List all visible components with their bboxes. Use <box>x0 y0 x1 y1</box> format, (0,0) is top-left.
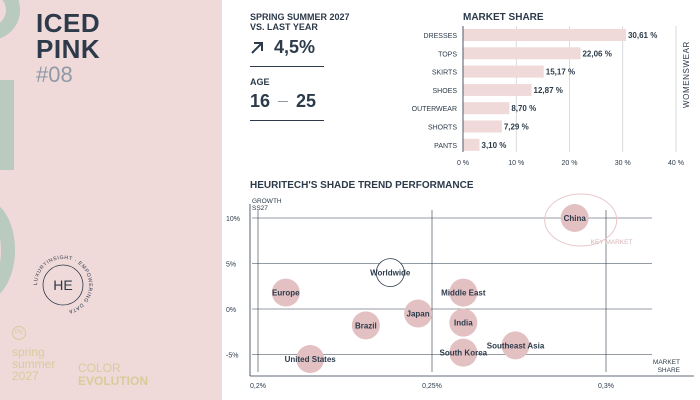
x-tick-label: 0,25% <box>422 383 442 390</box>
growth-row: 4,5% <box>250 37 330 58</box>
age-range: 16 25 <box>250 91 330 112</box>
bar-category-label: DRESSES <box>424 33 458 40</box>
evolution-label: EVOLUTION <box>78 374 149 388</box>
bubble <box>271 278 300 307</box>
market-share-title: MARKET SHARE <box>463 12 544 23</box>
x-tick-label: 20 % <box>562 160 578 167</box>
age-label: AGE <box>250 77 270 87</box>
brand-logo: LUXURYINSIGHT · EMPOWERING DATA HE <box>33 255 92 314</box>
y-tick-label: 5% <box>226 262 236 269</box>
bar <box>463 138 480 151</box>
bar <box>463 47 581 60</box>
x-tick-label: 0,2% <box>250 383 266 390</box>
x-axis-label: MARKET <box>653 359 680 366</box>
bar-category-label: SHORTS <box>428 125 457 132</box>
scatter-title: HEURITECH'S SHADE TREND PERFORMANCE <box>250 180 474 191</box>
title-line-2: PINK <box>36 34 101 64</box>
shade-trend-chart: 10%5%0%-5%0,2% 0,25% 0,3%GROWTHSS27MARKETS… <box>226 193 694 390</box>
key-market-ring <box>544 193 618 247</box>
pv-badge: PV <box>12 326 26 340</box>
bubble <box>375 258 405 287</box>
season-label-line-1: SPRING SUMMER 2027 <box>250 12 350 22</box>
point-label: Middle East <box>441 289 486 298</box>
bar-value-label: 22,06 % <box>582 49 611 58</box>
point-label: Europe <box>272 289 300 298</box>
y-tick-label: -5% <box>226 353 238 360</box>
bubble <box>449 278 478 307</box>
bar <box>463 65 544 78</box>
stats-block: SPRING SUMMER 2027 VS. LAST YEAR 4,5% AG… <box>250 12 350 121</box>
bar-value-label: 3,10 % <box>482 141 507 150</box>
season-label: SPRING SUMMER 2027 VS. LAST YEAR <box>250 12 350 32</box>
season-line-2: summer <box>12 357 56 371</box>
point-label: Brazil <box>355 321 377 330</box>
season-line-3: 2027 <box>12 369 39 383</box>
bubble <box>351 311 380 340</box>
bar-category-label: OUTERWEAR <box>412 106 457 113</box>
point-label: United States <box>285 355 337 364</box>
color-evolution: COLOR EVOLUTION <box>78 362 148 388</box>
y-tick-label: 0% <box>226 307 236 314</box>
point-label: India <box>454 319 473 328</box>
age-max: 25 <box>296 91 317 111</box>
left-panel: ICED PINK #08 LUXURYINSIGHT · EMPOWERING… <box>0 0 222 400</box>
decorative-bar <box>0 80 14 170</box>
point-label: South Korea <box>440 349 488 358</box>
bubble <box>449 338 478 367</box>
decorative-ring-top <box>0 0 20 40</box>
arrow-up-right-icon <box>251 41 263 54</box>
x-tick-label: 30 % <box>615 160 631 167</box>
x-tick-label: 0,3% <box>598 383 614 390</box>
bar <box>463 83 532 96</box>
color-label: COLOR <box>78 361 121 375</box>
bar-category-label: TOPS <box>438 51 457 58</box>
bar-value-label: 15,17 % <box>546 68 575 77</box>
point-label: Worldwide <box>370 269 411 278</box>
key-market-label: KEY MARKET <box>591 239 633 246</box>
season-text: spring summer 2027 <box>12 346 55 382</box>
point-label: Japan <box>407 310 430 319</box>
bubble <box>296 345 325 374</box>
point-label: China <box>564 214 587 223</box>
bar-category-label: SKIRTS <box>432 70 457 77</box>
y-axis-label: SS27 <box>252 205 268 212</box>
bar-category-label: PANTS <box>434 143 457 150</box>
bubble <box>449 308 478 337</box>
title-line-1: ICED <box>36 8 101 38</box>
bar-value-label: 8,70 % <box>511 104 536 113</box>
growth-value: 4,5% <box>274 37 316 57</box>
y-axis-label: GROWTH <box>252 198 282 205</box>
x-axis-label: SHARE <box>658 367 681 374</box>
bar-value-label: 30,61 % <box>628 31 657 40</box>
page-title: ICED PINK <box>36 10 100 62</box>
y-tick-label: 10% <box>226 216 240 223</box>
bar-category-label: SHOES <box>432 88 457 95</box>
decorative-ring-bottom <box>0 200 15 300</box>
bar <box>463 29 626 41</box>
bar-value-label: 12,87 % <box>534 86 563 95</box>
x-tick-label: 0 % <box>457 160 469 167</box>
bar-value-label: 7,29 % <box>504 123 529 132</box>
point-label: Southeast Asia <box>487 341 545 350</box>
season-label-line-2: VS. LAST YEAR <box>250 22 318 32</box>
divider <box>250 120 324 121</box>
bubble <box>404 299 433 328</box>
bar <box>463 102 510 115</box>
bubble <box>501 331 530 360</box>
market-share-chart: 0 % 10 % 20 % 30 % 40 % DRESSES 30,61 % TOPS 22,… <box>412 26 684 167</box>
pv-badge-wrap: PV <box>12 326 26 340</box>
age-dash <box>278 101 289 102</box>
shade-code: #08 <box>36 62 73 87</box>
logo-mark: HE <box>53 277 72 293</box>
age-min: 16 <box>250 91 271 111</box>
bubble <box>560 204 589 232</box>
divider <box>250 66 324 67</box>
bar <box>463 120 502 133</box>
x-tick-label: 10 % <box>508 160 524 167</box>
x-tick-label: 40 % <box>668 160 684 167</box>
season-line-1: spring <box>12 345 45 359</box>
